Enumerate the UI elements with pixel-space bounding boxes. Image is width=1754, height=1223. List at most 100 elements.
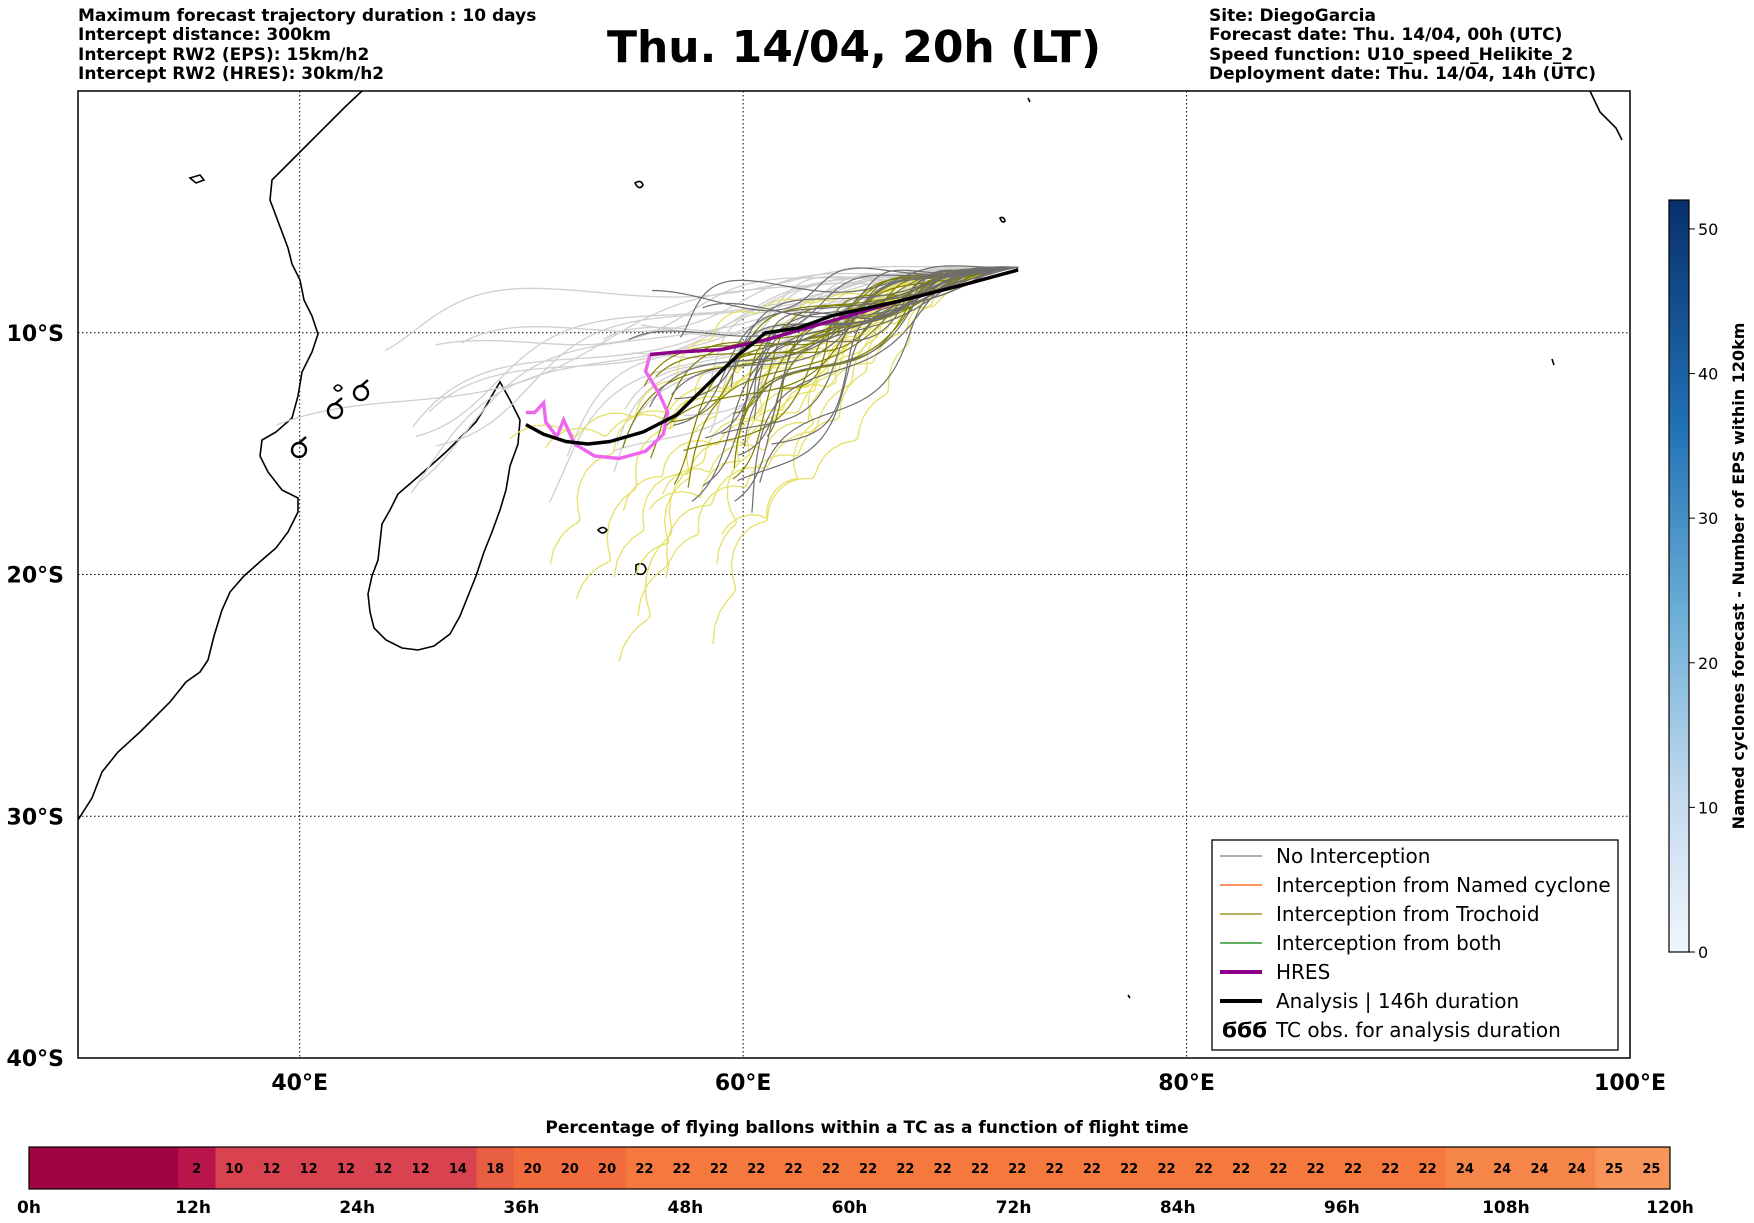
tc-obs-symbol	[290, 436, 308, 459]
timebar-cell	[364, 1147, 403, 1189]
timebar-cell	[700, 1147, 739, 1189]
tc-observations	[290, 379, 370, 459]
timebar-cell	[1595, 1147, 1634, 1189]
timebar-tick-label: 96h	[1324, 1198, 1360, 1218]
timebar-value: 12	[412, 1162, 430, 1177]
timebar-value: 22	[635, 1162, 653, 1177]
ensemble-track	[410, 266, 1019, 494]
timebar-cell	[103, 1147, 142, 1189]
timebar-value: 10	[225, 1162, 243, 1177]
timebar-cell	[29, 1147, 67, 1189]
timebar-cell	[812, 1147, 850, 1189]
timebar-cell	[1297, 1147, 1335, 1189]
timebar-value: 22	[673, 1162, 691, 1177]
seychelles-island	[633, 180, 644, 189]
timebar-value: 22	[1157, 1162, 1175, 1177]
colorbar-tick-label: 20	[1698, 654, 1718, 673]
timebar-cell	[401, 1147, 440, 1189]
tc-obs-symbol	[326, 397, 344, 420]
timebar-cell	[178, 1147, 216, 1189]
timebar-tick-label: 72h	[996, 1198, 1032, 1218]
timebar-value: 12	[300, 1162, 318, 1177]
timebar-value: 22	[1307, 1162, 1325, 1177]
analysis-track	[525, 268, 1019, 446]
legend-label: Interception from Trochoid	[1276, 902, 1540, 926]
timebar-cell	[140, 1147, 179, 1189]
colorbar-tick-label: 10	[1698, 798, 1718, 817]
legend-symbol: ϬϬϬ	[1222, 1018, 1267, 1042]
timebar-tick-label: 60h	[832, 1198, 868, 1218]
flight-time-bar: 2 10 12 12 12 12 12 14 18 20 20 20 22 22 22 22 22 22 22 22 2…	[29, 1147, 1671, 1189]
lon-tick-label: 40°E	[271, 1071, 328, 1096]
legend-label: Interception from Named cyclone	[1276, 873, 1611, 897]
timebar-value: 22	[747, 1162, 765, 1177]
legend-label: No Interception	[1276, 844, 1430, 868]
africa-coastline	[78, 91, 363, 821]
info-speed-function: Speed function: U10_speed_Helikite_2	[1209, 44, 1574, 65]
map-gridlines	[78, 91, 1630, 1058]
setting-duration: Maximum forecast trajectory duration : 1…	[78, 6, 537, 26]
legend-label: Interception from both	[1276, 931, 1502, 955]
timebar-cell	[1371, 1147, 1410, 1189]
timebar-value: 14	[449, 1162, 467, 1177]
lat-tick-label: 10°S	[7, 322, 64, 347]
timebar-value: 25	[1642, 1162, 1660, 1177]
timebar-cell	[1259, 1147, 1298, 1189]
madagascar-coastline	[367, 380, 521, 651]
ensemble-track	[721, 266, 1019, 535]
timebar-cell	[1073, 1147, 1112, 1189]
timebar-cell	[1035, 1147, 1074, 1189]
timebar-cell	[1334, 1147, 1373, 1189]
timebar-value: 24	[1456, 1162, 1474, 1177]
lat-tick-label: 40°S	[7, 1047, 64, 1072]
page-title: Thu. 14/04, 20h (LT)	[606, 22, 1102, 73]
timebar-cell	[1520, 1147, 1559, 1189]
timebar-cell	[1408, 1147, 1447, 1189]
ensemble-track	[679, 265, 1019, 338]
ensemble-track	[384, 265, 1019, 352]
colorbar-tick-label: 40	[1698, 365, 1718, 384]
timebar-tick-label: 84h	[1160, 1198, 1196, 1218]
timebar-cell	[439, 1147, 478, 1189]
timebar-value: 24	[1568, 1162, 1586, 1177]
timebar-value: 20	[598, 1162, 616, 1177]
timebar-value: 22	[859, 1162, 877, 1177]
timebar-tick-label: 0h	[17, 1198, 41, 1218]
timebar-cell	[327, 1147, 366, 1189]
lon-tick-label: 80°E	[1158, 1071, 1215, 1096]
timebar-value: 22	[822, 1162, 840, 1177]
timebar-value: 12	[337, 1162, 355, 1177]
legend: No Interception Interception from Named c…	[1211, 839, 1619, 1051]
timebar-value: 2	[192, 1162, 201, 1177]
timebar-value: 22	[1344, 1162, 1362, 1177]
timebar-ticks: 0h 12h 24h 36h 48h 60h 72h 84h 96h 108h 120h	[17, 1198, 1694, 1218]
info-deployment-date: Deployment date: Thu. 14/04, 14h (UTC)	[1209, 64, 1596, 85]
legend-label: TC obs. for analysis duration	[1275, 1018, 1561, 1042]
setting-intercept-hres: Intercept RW2 (HRES): 30km/h2	[78, 64, 385, 85]
timebar-value: 18	[486, 1162, 504, 1177]
diego-garcia-island	[999, 216, 1006, 223]
timebar-cell	[66, 1147, 105, 1189]
timebar-value: 22	[1046, 1162, 1064, 1177]
timebar-cell	[998, 1147, 1037, 1189]
lon-tick-label: 60°E	[715, 1071, 772, 1096]
timebar-cell	[1110, 1147, 1149, 1189]
colorbar-tick-label: 50	[1698, 220, 1718, 239]
timebar-cell	[1446, 1147, 1485, 1189]
arabian-coast	[1589, 91, 1623, 141]
ensemble-track	[734, 266, 1019, 502]
timebar-cell	[1222, 1147, 1261, 1189]
ensemble-track	[751, 266, 1019, 513]
timebar-cell	[774, 1147, 813, 1189]
colorbar-label: Named cyclones forecast - Number of EPS …	[1729, 323, 1748, 830]
legend-label: HRES	[1276, 960, 1330, 984]
timebar-cell	[924, 1147, 962, 1189]
timebar-value: 20	[523, 1162, 541, 1177]
timebar-cell	[663, 1147, 701, 1189]
timebar-value: 22	[934, 1162, 952, 1177]
timebar-cell	[625, 1147, 664, 1189]
timebar-cell	[961, 1147, 1000, 1189]
ensemble-track	[753, 266, 1019, 399]
timebar-frame	[28, 1146, 1671, 1190]
